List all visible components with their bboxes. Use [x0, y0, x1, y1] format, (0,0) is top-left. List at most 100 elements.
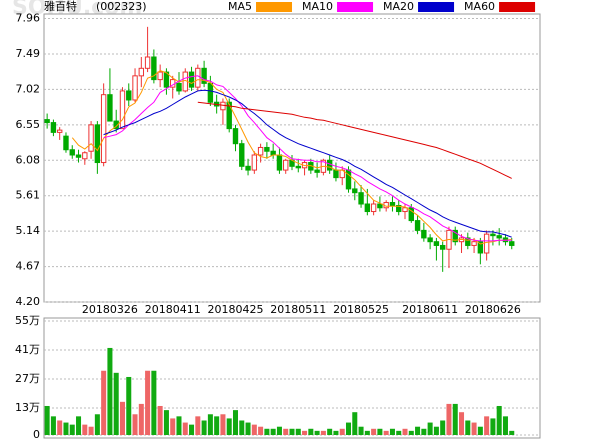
candle-body	[195, 67, 201, 88]
candle-body	[232, 128, 239, 145]
legend-label: MA10	[302, 0, 333, 13]
volume-bar	[63, 422, 69, 435]
volume-bar	[496, 405, 502, 435]
volume-bar	[327, 428, 333, 435]
candle-body	[402, 207, 408, 213]
candle-body	[414, 220, 421, 231]
candle-body	[119, 90, 126, 130]
legend-swatch	[418, 2, 455, 12]
y-tick-label: 6.08	[16, 153, 41, 166]
x-tick-label: 20180525	[333, 303, 389, 316]
volume-bar	[471, 422, 477, 435]
volume-bar	[101, 370, 107, 435]
legend-swatch	[337, 2, 374, 12]
y-tick-label: 6.55	[16, 118, 41, 131]
candle-body	[132, 75, 138, 101]
volume-bar	[258, 426, 264, 435]
watermark: SOHU.com	[12, 0, 142, 20]
candle-body	[107, 94, 113, 122]
ma-line	[103, 75, 512, 242]
candle-body	[176, 82, 182, 92]
candle-body	[421, 229, 427, 239]
volume-bar	[484, 416, 490, 435]
candle-body	[126, 90, 132, 101]
volume-bar	[57, 420, 63, 435]
legend-swatch	[499, 2, 536, 12]
candle-body	[471, 241, 477, 246]
candle-body	[245, 165, 251, 171]
volume-bar	[415, 426, 421, 435]
candle-body	[220, 101, 226, 111]
candle-body	[207, 82, 214, 103]
volume-tick-label: 41万	[15, 343, 40, 356]
volume-bar	[421, 428, 427, 435]
volume-bar	[383, 430, 389, 435]
volume-bar	[239, 420, 245, 435]
volume-bar	[490, 418, 496, 435]
volume-bar	[88, 426, 94, 435]
volume-bar	[465, 420, 471, 435]
legend-label: MA20	[383, 0, 414, 13]
volume-bar	[402, 428, 408, 435]
candle-body	[477, 241, 484, 254]
x-tick-label: 20180425	[207, 303, 263, 316]
candle-body	[396, 205, 402, 213]
candle-body	[333, 169, 339, 179]
candle-body	[264, 146, 270, 152]
volume-bar	[226, 418, 232, 435]
volume-bar	[170, 418, 176, 435]
candle-body	[138, 67, 145, 77]
candle-body	[100, 94, 107, 164]
volume-bar	[320, 430, 326, 435]
candle-body	[226, 101, 232, 130]
volume-bar	[283, 428, 289, 435]
y-tick-label: 7.96	[16, 12, 41, 25]
candle-body	[276, 154, 283, 171]
candle-body	[151, 56, 157, 81]
volume-bar	[126, 376, 132, 435]
volume-bar	[377, 428, 383, 435]
y-tick-label: 5.14	[16, 224, 41, 237]
volume-bar	[314, 430, 320, 435]
volume-bar	[207, 414, 213, 435]
candle-body	[364, 203, 371, 213]
ma-line	[103, 89, 512, 238]
volume-bar	[440, 420, 446, 435]
volume-bar	[182, 422, 188, 435]
candle-body	[82, 152, 88, 160]
volume-bar	[232, 410, 239, 435]
volume-bar	[82, 424, 88, 435]
volume-bar	[145, 370, 151, 435]
volume-bar	[408, 430, 414, 435]
candle-body	[326, 159, 333, 171]
y-tick-label: 4.20	[16, 295, 41, 308]
volume-bar	[295, 428, 301, 435]
candle-body	[496, 235, 502, 239]
candle-body	[75, 154, 82, 158]
x-tick-label: 20180326	[82, 303, 138, 316]
y-tick-label: 7.49	[16, 47, 41, 60]
volume-bar	[94, 414, 100, 435]
volume-bar	[50, 416, 56, 435]
volume-bar	[339, 428, 345, 435]
candle-body	[452, 229, 458, 243]
y-tick-label: 7.02	[16, 82, 41, 95]
volume-bar	[44, 405, 50, 435]
volume-bar	[138, 403, 144, 435]
volume-bar	[308, 428, 314, 435]
ma-line	[197, 101, 512, 179]
volume-bar	[245, 422, 251, 435]
candle-body	[314, 169, 320, 173]
volume-bar	[76, 416, 82, 435]
volume-bar	[509, 430, 515, 435]
volume-bar	[502, 416, 508, 435]
volume-tick-label: 55万	[15, 314, 40, 327]
y-tick-label: 4.67	[16, 260, 41, 273]
candle-body	[188, 71, 195, 88]
candle-body	[44, 119, 50, 124]
volume-bar	[176, 416, 182, 435]
volume-bar	[477, 426, 483, 435]
candle-body	[377, 203, 383, 209]
volume-bar	[459, 412, 465, 435]
